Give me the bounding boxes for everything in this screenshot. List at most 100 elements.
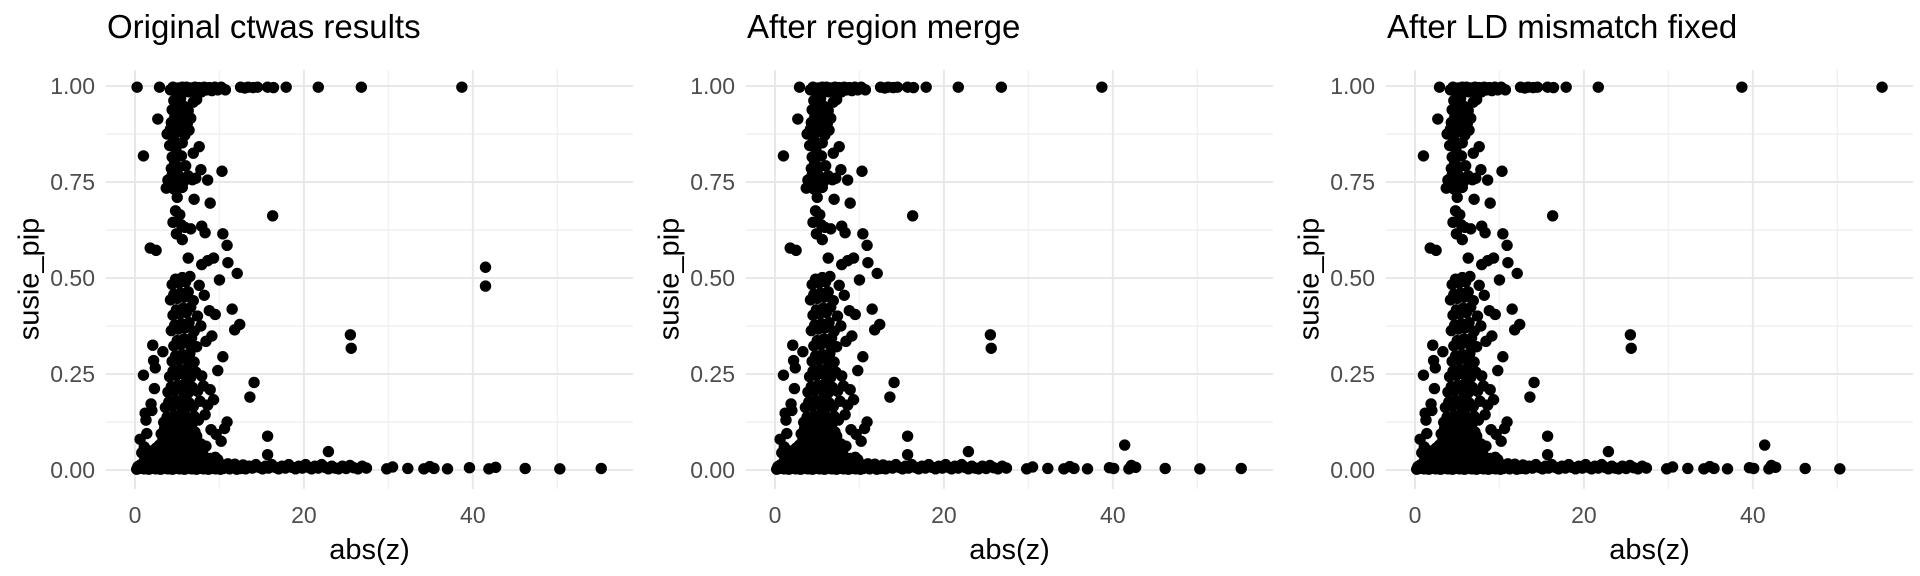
data-point [1497,351,1509,363]
data-point [1481,174,1494,186]
data-point [267,81,280,94]
x-tick-label: 40 [460,502,486,528]
data-point [176,181,188,194]
data-point [204,384,216,396]
data-point [213,274,226,286]
data-point [1528,376,1540,389]
data-point [984,329,997,341]
data-point [811,191,823,204]
data-point [1486,330,1498,342]
data-point [839,409,851,421]
data-point [1430,244,1442,257]
data-point [1427,354,1440,367]
data-point [1531,81,1544,93]
data-point [193,279,205,291]
panel-original-ctwas: Original ctwas results susie_pip 0.00 0.2… [0,0,640,576]
data-point [1758,439,1771,451]
data-point [1000,462,1013,474]
data-point [822,252,834,264]
data-point [1492,364,1504,377]
data-point [819,221,831,234]
data-point [188,193,200,205]
x-axis-title: abs(z) [329,534,410,566]
data-point [212,364,224,377]
y-tick-label: 0.00 [690,457,735,483]
data-point [1042,462,1054,475]
data-point [1465,112,1477,124]
data-point [195,164,207,176]
data-point [1471,310,1484,322]
data-point [148,382,161,395]
data-point [774,433,786,445]
data-point [136,447,148,459]
data-point [187,147,199,159]
data-point [815,150,828,162]
data-point [1496,165,1508,177]
data-point [891,81,904,93]
data-point [190,341,203,353]
data-point [204,197,216,209]
data-point [1640,462,1653,474]
data-point [261,448,274,461]
data-point [835,164,847,176]
data-point [1475,320,1487,332]
data-point [152,113,164,125]
data-point [179,221,191,234]
data-point [248,376,260,389]
data-point [1026,461,1039,473]
data-point [1125,459,1138,472]
data-point [1463,316,1475,329]
y-tick-label: 1.00 [50,73,95,99]
y-tick-label: 0.75 [690,169,735,195]
data-point [849,308,861,321]
data-point [1747,462,1760,475]
data-point [1721,463,1734,475]
y-tick-label: 0.25 [1330,361,1375,387]
data-point [185,112,197,124]
data-point [595,462,607,475]
data-point [196,370,208,382]
data-point [322,445,335,458]
data-point [180,362,193,375]
data-point [1428,382,1441,395]
data-point [157,346,169,358]
data-point [222,256,234,269]
data-point [906,210,919,222]
data-point [1475,164,1487,176]
data-point [824,270,836,283]
data-point [209,308,221,321]
data-point [1492,453,1504,466]
data-point [1506,303,1518,315]
data-point [207,394,220,406]
data-point [210,428,222,440]
data-point [1624,329,1637,341]
data-point [839,226,851,239]
data-point [862,256,874,269]
y-tick-label: 0.50 [690,265,735,291]
data-point [1834,463,1846,475]
y-tick-label: 0.50 [1330,265,1375,291]
data-point [833,279,845,291]
data-point [131,81,143,93]
data-point [146,404,158,417]
plot-title: Original ctwas results [107,8,421,45]
x-axis-title: abs(z) [969,534,1050,566]
data-point [199,409,211,421]
data-point [1480,440,1492,452]
data-point [1547,81,1560,94]
data-point [226,303,238,315]
scatter-plot-area: 0.00 0.25 0.50 0.75 1.00 0 20 40 [50,70,633,528]
data-point [814,208,826,221]
data-point [840,440,852,452]
data-point [962,445,975,458]
data-point [797,346,809,358]
data-point [1454,208,1466,221]
data-point [153,81,166,93]
data-point [844,384,856,396]
data-point [216,165,228,177]
data-point [266,210,279,222]
data-point [816,233,828,246]
data-point [788,382,801,395]
data-point [1459,160,1472,172]
data-point [251,81,264,93]
